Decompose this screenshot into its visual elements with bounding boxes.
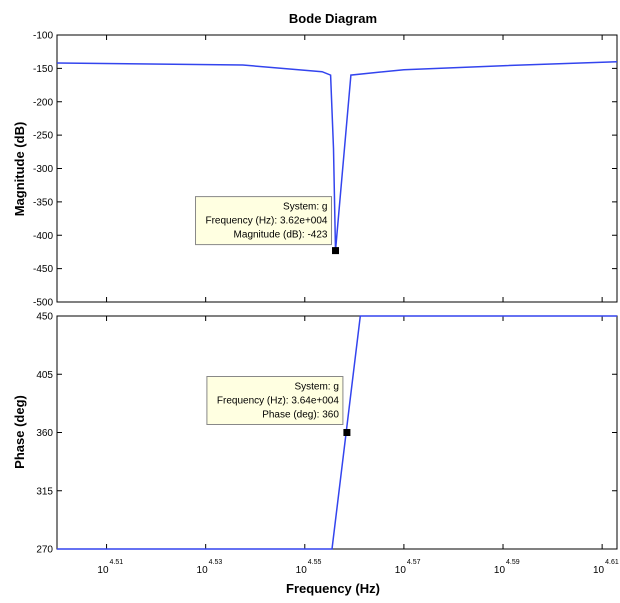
y-tick-label: -200: [33, 97, 53, 108]
x-tick-exponent: 4.61: [605, 559, 619, 566]
datatip-line: System: g: [283, 202, 327, 213]
y-tick-label: -100: [33, 31, 53, 42]
x-tick-label: 10: [494, 565, 506, 576]
x-axis-label: Frequency (Hz): [286, 581, 380, 596]
y-tick-label: -150: [33, 64, 53, 75]
datatip-box: [206, 376, 344, 425]
magnitude-plot-frame: [56, 34, 618, 303]
y-tick-label: 270: [36, 545, 53, 556]
x-tick-label: 10: [197, 565, 209, 576]
magnitude-axis-label: Magnitude (dB): [12, 122, 27, 217]
datatip-line: Phase (deg): 360: [262, 410, 339, 421]
phase-datatip[interactable]: System: g Frequency (Hz): 3.64e+004 Phase …: [206, 376, 344, 425]
y-tick-label: 405: [36, 370, 53, 381]
magnitude-datatip[interactable]: System: g Frequency (Hz): 3.62e+004 Magnit…: [195, 196, 333, 246]
datatip-line: Frequency (Hz): 3.64e+004: [217, 396, 339, 407]
x-tick-exponent: 4.51: [110, 559, 124, 566]
x-tick-exponent: 4.59: [506, 559, 520, 566]
y-tick-label: -450: [33, 264, 53, 275]
chart-title: Bode Diagram: [289, 11, 377, 26]
y-tick-label: -400: [33, 231, 53, 242]
datatip-line: Frequency (Hz): 3.62e+004: [205, 216, 327, 227]
y-tick-label: -500: [33, 298, 53, 309]
y-tick-label: -250: [33, 131, 53, 142]
x-tick-label: 10: [593, 565, 605, 576]
x-tick-exponent: 4.53: [209, 559, 223, 566]
x-tick-exponent: 4.55: [308, 559, 322, 566]
y-tick-label: -300: [33, 164, 53, 175]
phase-axis-label: Phase (deg): [12, 395, 27, 469]
phase-panel: 270 315 360 405 450 System: g Frequency (Hz): …: [36, 312, 618, 556]
x-tick-label: 10: [97, 565, 109, 576]
datatip-line: System: g: [294, 382, 338, 393]
x-tick-exponent: 4.57: [407, 559, 421, 566]
y-tick-label: 360: [36, 428, 53, 439]
y-tick-label: 450: [36, 312, 53, 323]
y-tick-label: -350: [33, 197, 53, 208]
magnitude-series-line: [56, 60, 618, 251]
magnitude-panel: -500 -450 -400 -350 -300 -250 -200 -150 -100 Syst…: [33, 31, 618, 309]
magnitude-datatip-marker[interactable]: [332, 247, 340, 255]
x-tick-label: 10: [296, 565, 308, 576]
y-tick-label: 315: [36, 486, 53, 497]
datatip-line: Magnitude (dB): -423: [234, 230, 328, 241]
datatip-box: [195, 196, 333, 246]
x-tick-label: 10: [395, 565, 407, 576]
phase-datatip-marker[interactable]: [343, 429, 351, 436]
